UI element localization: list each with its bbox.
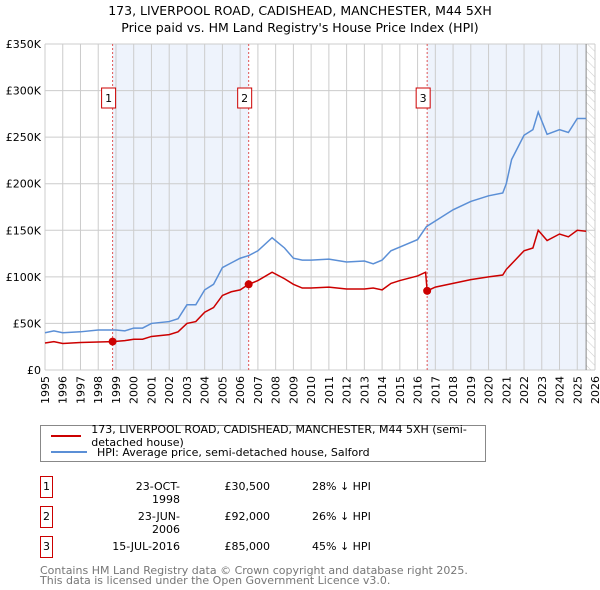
- hpi-diff: 28% ↓ HPI: [312, 480, 371, 493]
- legend-item-property: 173, LIVERPOOL ROAD, CADISHEAD, MANCHEST…: [51, 423, 485, 449]
- y-tick-label: £200K: [6, 178, 42, 191]
- x-tick-label: 2001: [145, 376, 158, 404]
- sale-date: 15-JUL-2016: [112, 540, 180, 553]
- y-tick-label: £350K: [6, 38, 42, 51]
- property-price-line: [44, 228, 587, 345]
- red-line-swatch: [51, 435, 82, 437]
- x-tick-label: 2016: [412, 376, 425, 404]
- x-tick-label: 1998: [92, 376, 105, 404]
- marker-badge: 2: [40, 506, 53, 528]
- x-tick-label: 2022: [518, 376, 531, 404]
- x-tick-label: 2005: [216, 376, 229, 404]
- sale-marker-label: 2: [241, 92, 248, 105]
- sale-marker-box: [237, 87, 253, 109]
- marker-badge: 3: [40, 536, 53, 558]
- blue-line-swatch: [51, 451, 87, 453]
- x-tick-label: 2018: [447, 376, 460, 404]
- x-tick-label: 2002: [163, 376, 176, 404]
- marker-badge: 1: [40, 476, 53, 498]
- transaction-row: 1 23-OCT-1998 £30,500 28% ↓ HPI: [40, 476, 540, 506]
- x-tick-label: 2025: [571, 376, 584, 404]
- x-tick-label: 1995: [39, 376, 52, 404]
- hpi-diff: 45% ↓ HPI: [312, 540, 371, 553]
- sale-point: [423, 286, 432, 295]
- sale-date: 23-JUN-2006: [137, 510, 180, 536]
- y-tick-label: £250K: [6, 131, 42, 144]
- sale-marker-box: [415, 87, 431, 109]
- x-tick-label: 1996: [57, 376, 70, 404]
- x-tick-label: 2013: [358, 376, 371, 404]
- sale-price: £85,000: [224, 540, 271, 553]
- x-tick-label: 2023: [536, 376, 549, 404]
- legend-item-hpi: HPI: Average price, semi-detached house,…: [51, 444, 370, 460]
- x-tick-label: 2024: [554, 376, 567, 404]
- x-tick-label: 2008: [270, 376, 283, 404]
- legend: 173, LIVERPOOL ROAD, CADISHEAD, MANCHEST…: [40, 423, 486, 462]
- x-tick-label: 2009: [287, 376, 300, 404]
- sale-point: [108, 337, 117, 346]
- chart-subtitle: Price paid vs. HM Land Registry's House …: [121, 20, 479, 35]
- legend-label: HPI: Average price, semi-detached house,…: [97, 445, 370, 459]
- sale-date: 23-OCT-1998: [135, 480, 180, 506]
- x-tick-label: 2004: [199, 376, 212, 404]
- x-tick-label: 2019: [465, 376, 478, 404]
- x-tick-label: 2015: [394, 376, 407, 404]
- y-tick-label: £50K: [13, 317, 42, 330]
- x-tick-label: 2010: [305, 376, 318, 404]
- x-tick-label: 2020: [483, 376, 496, 404]
- x-tick-label: 2017: [429, 376, 442, 404]
- x-tick-label: 1999: [110, 376, 123, 404]
- price-chart: 1995 1996 1997 1998 1999 2000 2001 2002 2003 2004…: [6, 38, 600, 404]
- footer-copyright: Contains HM Land Registry data © Crown c…: [40, 564, 468, 577]
- forecast-hatch: [586, 44, 595, 370]
- x-tick-label: 2021: [500, 376, 513, 404]
- y-tick-label: £0: [27, 364, 41, 377]
- sale-price: £92,000: [224, 510, 271, 523]
- x-tick-label: 2000: [128, 376, 141, 404]
- x-tick-label: 2012: [341, 376, 354, 404]
- y-tick-label: £300K: [6, 85, 42, 98]
- footer-licence: This data is licensed under the Open Gov…: [40, 574, 391, 587]
- chart-title: 173, LIVERPOOL ROAD, CADISHEAD, MANCHEST…: [108, 3, 492, 18]
- y-tick-label: £150K: [6, 224, 42, 237]
- hpi-diff: 26% ↓ HPI: [312, 510, 371, 523]
- hpi-line: [44, 109, 587, 334]
- sale-marker-label: 3: [420, 92, 427, 105]
- transaction-row: 2 23-JUN-2006 £92,000 26% ↓ HPI: [40, 506, 540, 536]
- x-tick-label: 2011: [323, 376, 336, 404]
- x-tick-label: 2026: [589, 376, 600, 404]
- x-tick-label: 2007: [252, 376, 265, 404]
- y-tick-label: £100K: [6, 271, 42, 284]
- sale-point: [244, 280, 253, 289]
- x-tick-label: 2006: [234, 376, 247, 404]
- transaction-row: 3 15-JUL-2016 £85,000 45% ↓ HPI: [40, 536, 540, 558]
- sale-marker-box: [101, 87, 117, 109]
- x-tick-label: 2014: [376, 376, 389, 404]
- sale-price: £30,500: [224, 480, 271, 493]
- x-tick-label: 1997: [74, 376, 87, 404]
- sale-marker-label: 1: [105, 92, 112, 105]
- legend-label: 173, LIVERPOOL ROAD, CADISHEAD, MANCHEST…: [91, 423, 467, 449]
- x-tick-label: 2003: [181, 376, 194, 404]
- shaded-period: [112, 44, 249, 370]
